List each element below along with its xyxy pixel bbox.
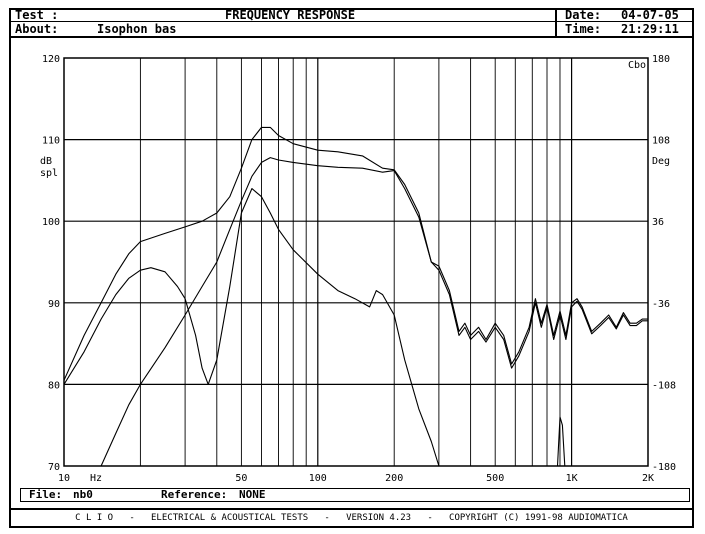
copyright-bar: C L I O - ELECTRICAL & ACOUSTICAL TESTS … bbox=[9, 508, 694, 526]
x-tick-label: 1K bbox=[566, 473, 578, 484]
y2-tick-label: 36 bbox=[652, 217, 664, 228]
date-value: 04-07-05 bbox=[621, 8, 679, 22]
plot-area bbox=[63, 57, 649, 467]
y2-tick-label: 180 bbox=[652, 54, 670, 65]
reference-value: NONE bbox=[239, 488, 266, 501]
header-separator bbox=[555, 8, 557, 36]
x-tick-label: 10 bbox=[58, 473, 70, 484]
y2-tick-label: 108 bbox=[652, 136, 670, 147]
series-line-1 bbox=[63, 126, 648, 381]
x-unit-label: Hz bbox=[90, 473, 102, 484]
y-tick-label: 100 bbox=[42, 217, 60, 228]
x-tick-label: 100 bbox=[309, 473, 327, 484]
x-tick-label: 200 bbox=[385, 473, 403, 484]
date-label: Date: bbox=[565, 8, 602, 22]
header-panel: Test : FREQUENCY RESPONSE Date: 04-07-05… bbox=[9, 8, 694, 38]
time-label: Time: bbox=[565, 22, 602, 36]
series-line-3 bbox=[63, 188, 440, 467]
series-line-4 bbox=[556, 416, 566, 467]
y-tick-label: 70 bbox=[48, 462, 60, 473]
series-line-2 bbox=[100, 157, 648, 467]
file-value: nb0 bbox=[73, 488, 93, 501]
y-tick-label: 110 bbox=[42, 136, 60, 147]
about-value: Isophon bas bbox=[97, 22, 177, 36]
y2-tick-label: -108 bbox=[652, 380, 676, 391]
y2-tick-label: -36 bbox=[652, 299, 670, 310]
y2-top-label: Cbo bbox=[628, 60, 646, 71]
y2-tick-label: -180 bbox=[652, 462, 676, 473]
x-tick-label: 50 bbox=[235, 473, 247, 484]
x-tick-label: 500 bbox=[486, 473, 504, 484]
y-axis-label: dB bbox=[40, 156, 52, 167]
x-tick-label: 2K bbox=[642, 473, 654, 484]
header-divider bbox=[9, 21, 692, 22]
reference-label: Reference: bbox=[161, 488, 228, 501]
file-bar: File: nb0 Reference: NONE bbox=[20, 488, 690, 502]
time-value: 21:29:11 bbox=[621, 22, 679, 36]
chart-title: FREQUENCY RESPONSE bbox=[225, 8, 356, 22]
y2-axis-label: Deg bbox=[652, 156, 670, 167]
y-tick-label: 90 bbox=[48, 299, 60, 310]
test-label: Test : bbox=[15, 8, 59, 22]
y-tick-label: 80 bbox=[48, 380, 60, 391]
y-tick-label: 120 bbox=[42, 54, 60, 65]
file-label: File: bbox=[29, 488, 63, 501]
y-axis-label: spl bbox=[40, 168, 58, 179]
about-label: About: bbox=[15, 22, 59, 36]
